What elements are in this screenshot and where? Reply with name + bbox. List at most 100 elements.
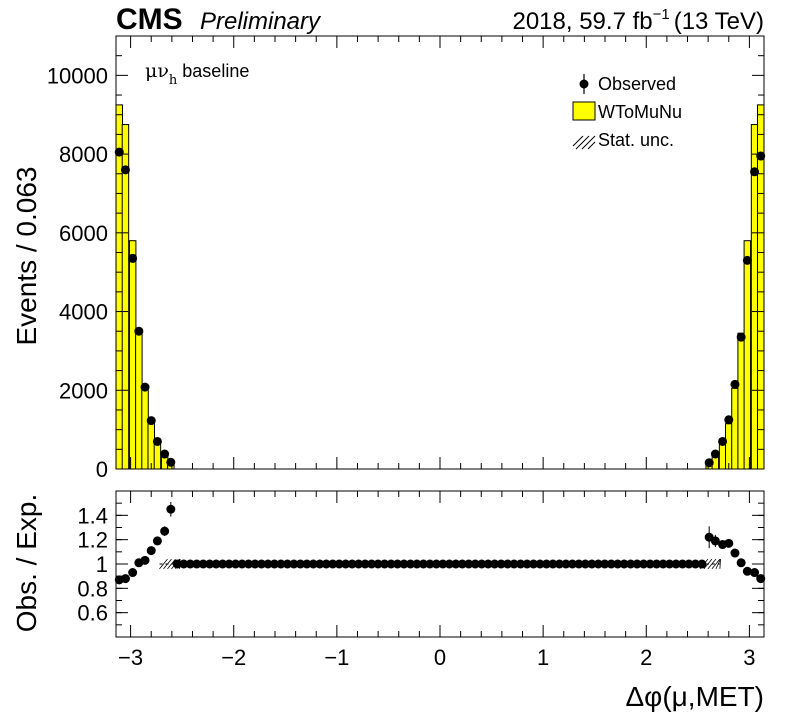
ratio-point-empty-bin	[697, 559, 707, 569]
mc-bar	[737, 332, 745, 470]
ratio-x-tick-label: −3	[118, 645, 143, 670]
ratio-point-empty-bin	[522, 559, 532, 569]
observed-point	[120, 165, 130, 175]
mc-bar	[121, 124, 130, 470]
ratio-point-empty-bin	[496, 559, 506, 569]
ratio-point	[724, 538, 734, 548]
ratio-hatch-line	[711, 558, 721, 570]
ratio-y-tick-label: 0.8	[77, 576, 108, 601]
upper-y-tick-label: 6000	[59, 221, 108, 246]
legend: Observed WToMuNu Stat. unc.	[572, 74, 682, 150]
ratio-point	[710, 536, 720, 546]
ratio-point-empty-bin	[554, 559, 564, 569]
ratio-point-empty-bin	[405, 559, 415, 569]
ratio-point-empty-bin	[464, 559, 474, 569]
ratio-point-empty-bin	[541, 559, 551, 569]
ratio-point-empty-bin	[386, 559, 396, 569]
observed-point	[724, 415, 734, 425]
observed-point	[736, 332, 746, 342]
region-suffix: baseline	[177, 61, 249, 81]
ratio-point-empty-bin	[684, 559, 694, 569]
observed-points	[114, 147, 766, 468]
ratio-point	[128, 568, 138, 578]
upper-y-tick-label: 4000	[59, 300, 108, 325]
ratio-point-empty-bin	[231, 559, 241, 569]
mc-bar	[141, 387, 149, 470]
ratio-point-empty-bin	[503, 559, 513, 569]
legend-entry-observed: Observed	[579, 74, 676, 94]
mc-bar	[731, 387, 739, 470]
ratio-y-axis-title: Obs. / Exp.	[11, 494, 42, 633]
ratio-point-empty-bin	[606, 559, 616, 569]
ratio-point-empty-bin	[665, 559, 675, 569]
mc-histogram	[115, 104, 765, 470]
upper-y-tick-label: 8000	[59, 142, 108, 167]
ratio-point-empty-bin	[399, 559, 409, 569]
mc-bar	[147, 423, 155, 470]
ratio-point-empty-bin	[690, 559, 700, 569]
observed-point	[140, 382, 150, 392]
ratio-point-empty-bin	[315, 559, 325, 569]
ratio-point-empty-bin	[211, 559, 221, 569]
mc-bar	[115, 104, 123, 470]
ratio-point-empty-bin	[172, 559, 182, 569]
ratio-panel: 0.60.811.21.4 −3 −2 −1 0 1 2 3 Obs. / Exp. Δφ(…	[11, 490, 766, 712]
ratio-point-empty-bin	[431, 559, 441, 569]
ratio-point-empty-bin	[639, 559, 649, 569]
mc-bar	[128, 240, 137, 470]
observed-point	[718, 436, 728, 446]
ratio-point-empty-bin	[192, 559, 202, 569]
ratio-point-empty-bin	[645, 559, 655, 569]
observed-point	[704, 458, 714, 468]
ratio-point-empty-bin	[567, 559, 577, 569]
ratio-point-empty-bin	[302, 559, 312, 569]
legend-swatch-wtomunu	[572, 101, 596, 121]
region-text: μν	[145, 60, 169, 82]
ratio-point-empty-bin	[224, 559, 234, 569]
ratio-point-empty-bin	[263, 559, 273, 569]
observed-point	[128, 253, 138, 263]
ratio-point-empty-bin	[321, 559, 331, 569]
ratio-point-empty-bin	[613, 559, 623, 569]
ratio-x-tick-label: 0	[434, 645, 446, 670]
mc-bar	[743, 240, 752, 470]
ratio-y-tick-label: 0.6	[77, 601, 108, 626]
observed-point	[134, 326, 144, 336]
observed-point	[152, 436, 162, 446]
energy-text: (13 TeV)	[674, 8, 764, 35]
ratio-point-empty-bin	[185, 559, 195, 569]
ratio-point-empty-bin	[354, 559, 364, 569]
ratio-point-empty-bin	[256, 559, 266, 569]
ratio-point-empty-bin	[529, 559, 539, 569]
mc-bar	[153, 442, 162, 470]
mc-bar	[725, 423, 733, 470]
ratio-point-empty-bin	[483, 559, 493, 569]
ratio-point-empty-bin	[574, 559, 584, 569]
ratio-point-empty-bin	[244, 559, 254, 569]
upper-y-tick-label: 2000	[59, 378, 108, 403]
ratio-point-empty-bin	[418, 559, 428, 569]
ratio-point	[742, 566, 752, 576]
ratio-point-empty-bin	[341, 559, 351, 569]
observed-point	[166, 457, 176, 467]
ratio-point-empty-bin	[490, 559, 500, 569]
ratio-point-empty-bin	[593, 559, 603, 569]
ratio-point-empty-bin	[269, 559, 279, 569]
ratio-point	[730, 548, 740, 558]
ratio-point-empty-bin	[580, 559, 590, 569]
ratio-point-empty-bin	[295, 559, 305, 569]
ratio-point	[140, 555, 150, 565]
ratio-point-empty-bin	[516, 559, 526, 569]
ratio-point-empty-bin	[412, 559, 422, 569]
ratio-point-empty-bin	[373, 559, 383, 569]
upper-frame	[115, 35, 765, 470]
observed-point	[160, 449, 170, 459]
ratio-point-empty-bin	[671, 559, 681, 569]
experiment-label: CMS	[116, 3, 183, 36]
upper-y-axis-title: Events / 0.063	[11, 166, 42, 345]
upper-y-tick-label: 0	[96, 457, 108, 482]
ratio-points	[114, 501, 766, 585]
ratio-point-empty-bin	[451, 559, 461, 569]
legend-label-observed: Observed	[598, 74, 676, 94]
